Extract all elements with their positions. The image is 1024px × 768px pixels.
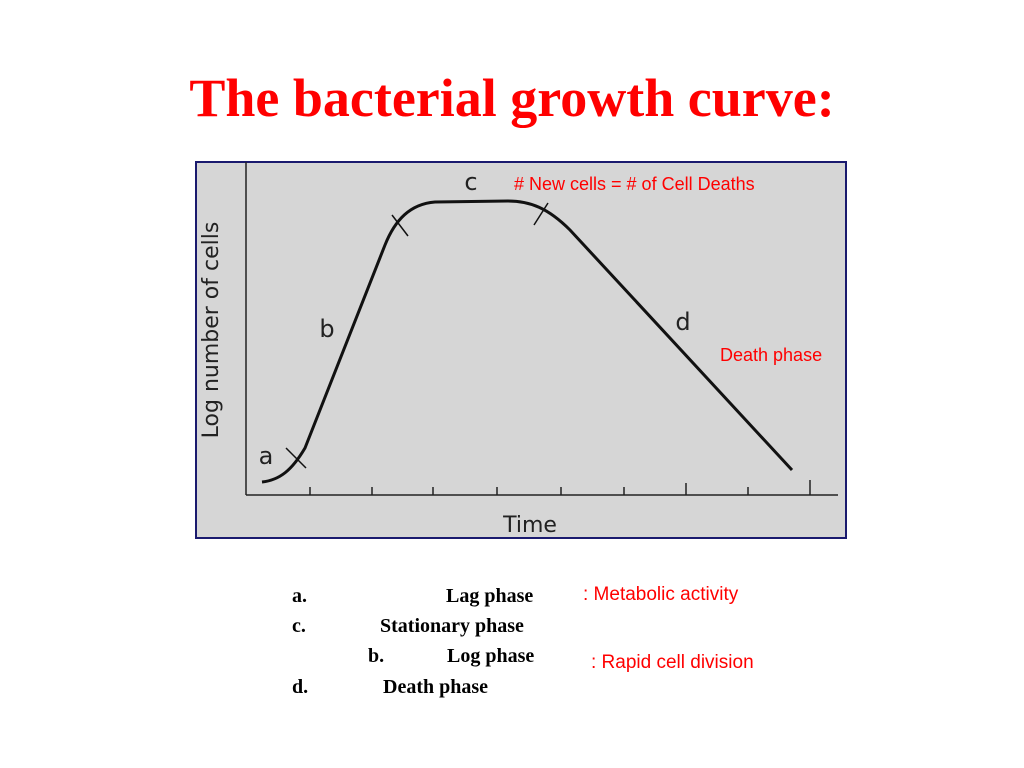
annotation: Death phase [720, 345, 822, 365]
note: : Rapid cell division [591, 652, 754, 673]
phase-markers [285, 202, 549, 469]
note: : Metabolic activity [583, 584, 739, 605]
phase-label: c [464, 168, 477, 196]
phase-label: d [675, 308, 690, 336]
list-marker: d. [292, 676, 308, 698]
x-axis-label: Time [502, 513, 557, 538]
list-marker: c. [292, 615, 306, 637]
list-text: Stationary phase [380, 615, 524, 637]
axis-ticks [309, 480, 811, 495]
slide-title: The bacterial growth curve: [189, 68, 834, 128]
y-axis-label: Log number of cells [199, 222, 224, 439]
phase-label: a [259, 442, 274, 470]
figure-frame [195, 161, 847, 539]
list-marker: a. [292, 585, 307, 607]
list-text: Log phase [447, 645, 534, 667]
annotation: # New cells = # of Cell Deaths [514, 174, 755, 194]
list-marker: b. [368, 645, 384, 667]
list-text: Lag phase [446, 585, 533, 607]
phase-label: b [319, 315, 334, 343]
list-text: Death phase [383, 676, 488, 698]
